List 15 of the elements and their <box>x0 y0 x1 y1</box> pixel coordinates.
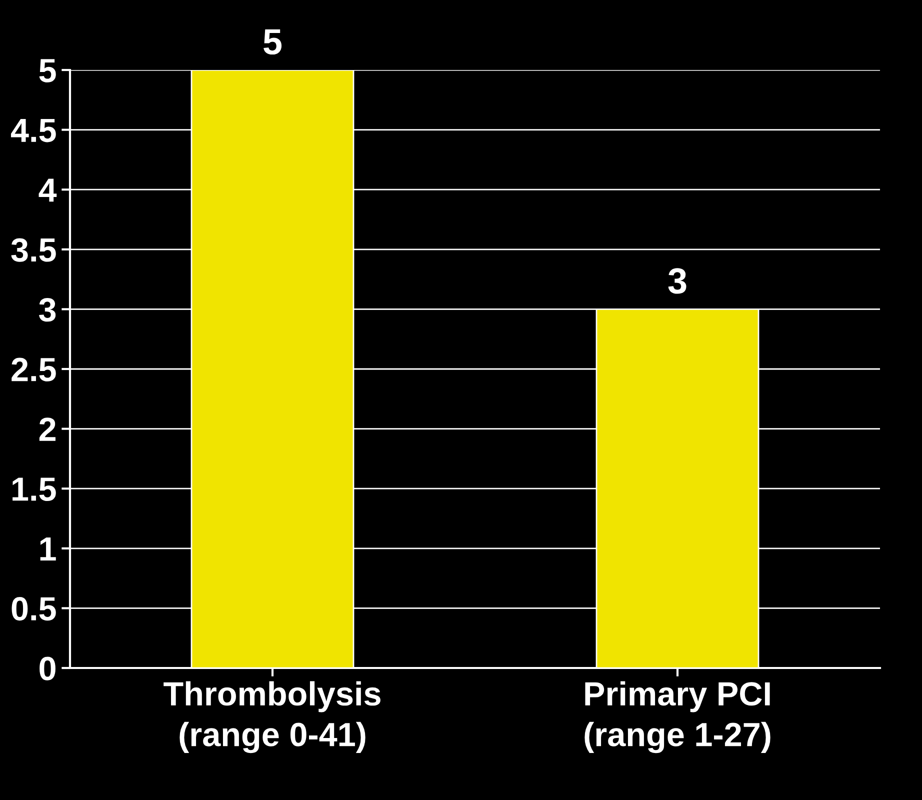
y-tick-label: 5 <box>39 59 56 82</box>
x-tick-label: Primary PCI (range 1-27) <box>584 681 770 754</box>
y-tick-label: 1 <box>40 538 56 560</box>
y-tick-label: 2.5 <box>12 358 56 382</box>
data-label: 5 <box>264 29 282 55</box>
y-tick-label: 4 <box>38 178 57 202</box>
y-tick-label: 0 <box>40 656 56 680</box>
y-tick-label: 0.5 <box>12 597 56 621</box>
data-label: 3 <box>668 268 686 294</box>
x-tick-label: Thrombolysis (range 0-41) <box>164 681 380 754</box>
y-tick-label: 3.5 <box>11 238 56 262</box>
y-tick-label: 4.5 <box>10 118 56 142</box>
y-tick-label: 1.5 <box>12 478 56 502</box>
y-tick-label: 3 <box>39 298 56 322</box>
y-tick-label: 2 <box>39 418 56 441</box>
